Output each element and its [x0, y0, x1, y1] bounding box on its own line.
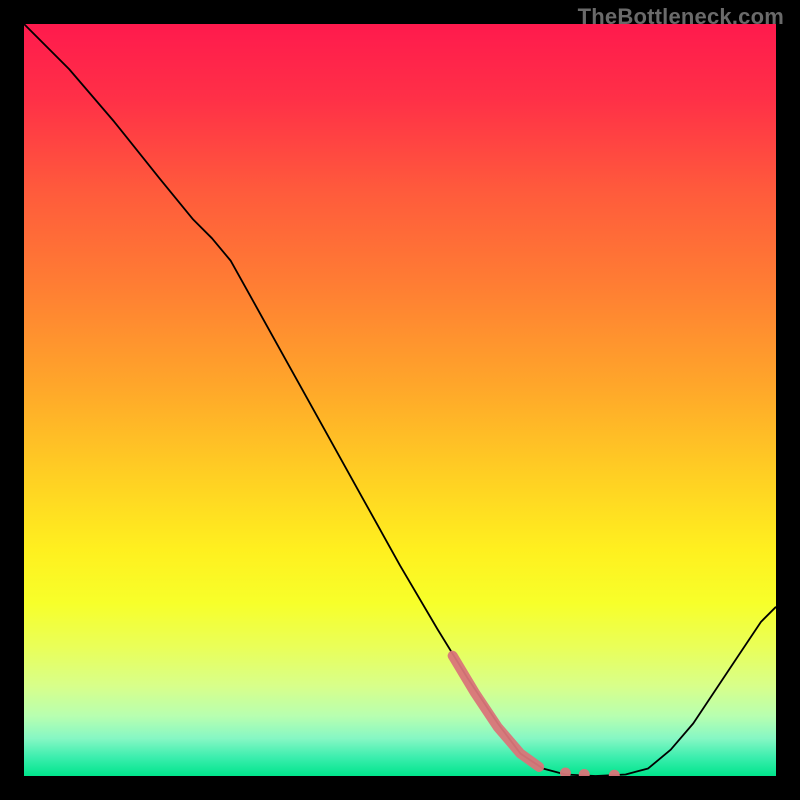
- chart-frame: TheBottleneck.com: [0, 0, 800, 800]
- plot-area: [24, 24, 776, 776]
- chart-svg: [24, 24, 776, 776]
- gradient-background: [24, 24, 776, 776]
